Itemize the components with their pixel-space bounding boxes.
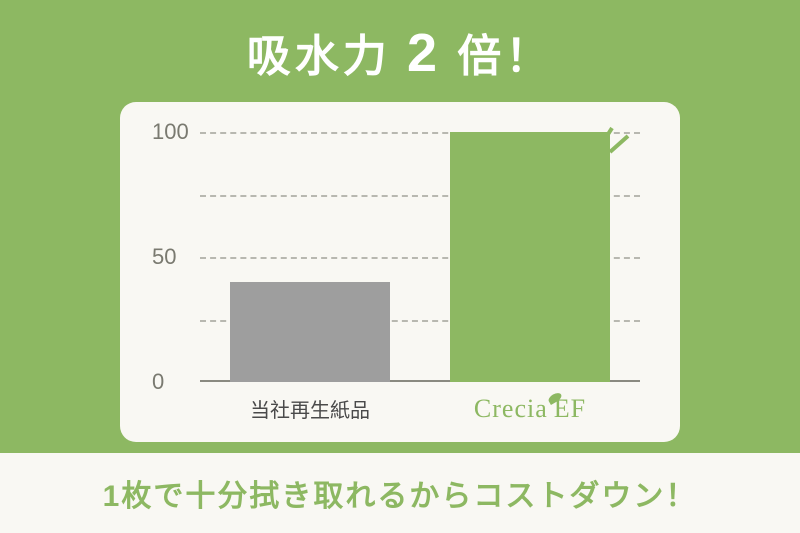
y-tick-50: 50 xyxy=(152,244,176,270)
chart-panel: 100 50 0 当社再生紙品 CreciaEF xyxy=(120,102,680,442)
infographic-container: 吸水力 2 倍！ 100 50 0 xyxy=(0,0,800,533)
subline: 1枚で十分拭き取れるからコストダウン！ xyxy=(103,471,698,515)
y-tick-100: 100 xyxy=(152,119,189,145)
bar-crecia xyxy=(450,132,610,382)
headline-before: 吸水力 xyxy=(247,32,407,81)
headline-after: 倍！ xyxy=(441,32,553,81)
headline: 吸水力 2 倍！ xyxy=(247,20,554,84)
x-labels: 当社再生紙品 CreciaEF xyxy=(200,394,640,424)
y-tick-0: 0 xyxy=(152,369,164,395)
top-section: 吸水力 2 倍！ 100 50 0 xyxy=(0,0,800,453)
headline-big: 2 xyxy=(407,23,441,83)
x-label-recycled: 当社再生紙品 xyxy=(230,394,390,424)
bar-recycled xyxy=(230,282,390,382)
chart-area: 100 50 0 xyxy=(200,132,640,382)
x-label-crecia: CreciaEF xyxy=(450,394,610,424)
bottom-section: 1枚で十分拭き取れるからコストダウン！ xyxy=(0,453,800,533)
bars-group xyxy=(200,132,640,382)
brand-text-1: Crecia xyxy=(474,394,548,423)
